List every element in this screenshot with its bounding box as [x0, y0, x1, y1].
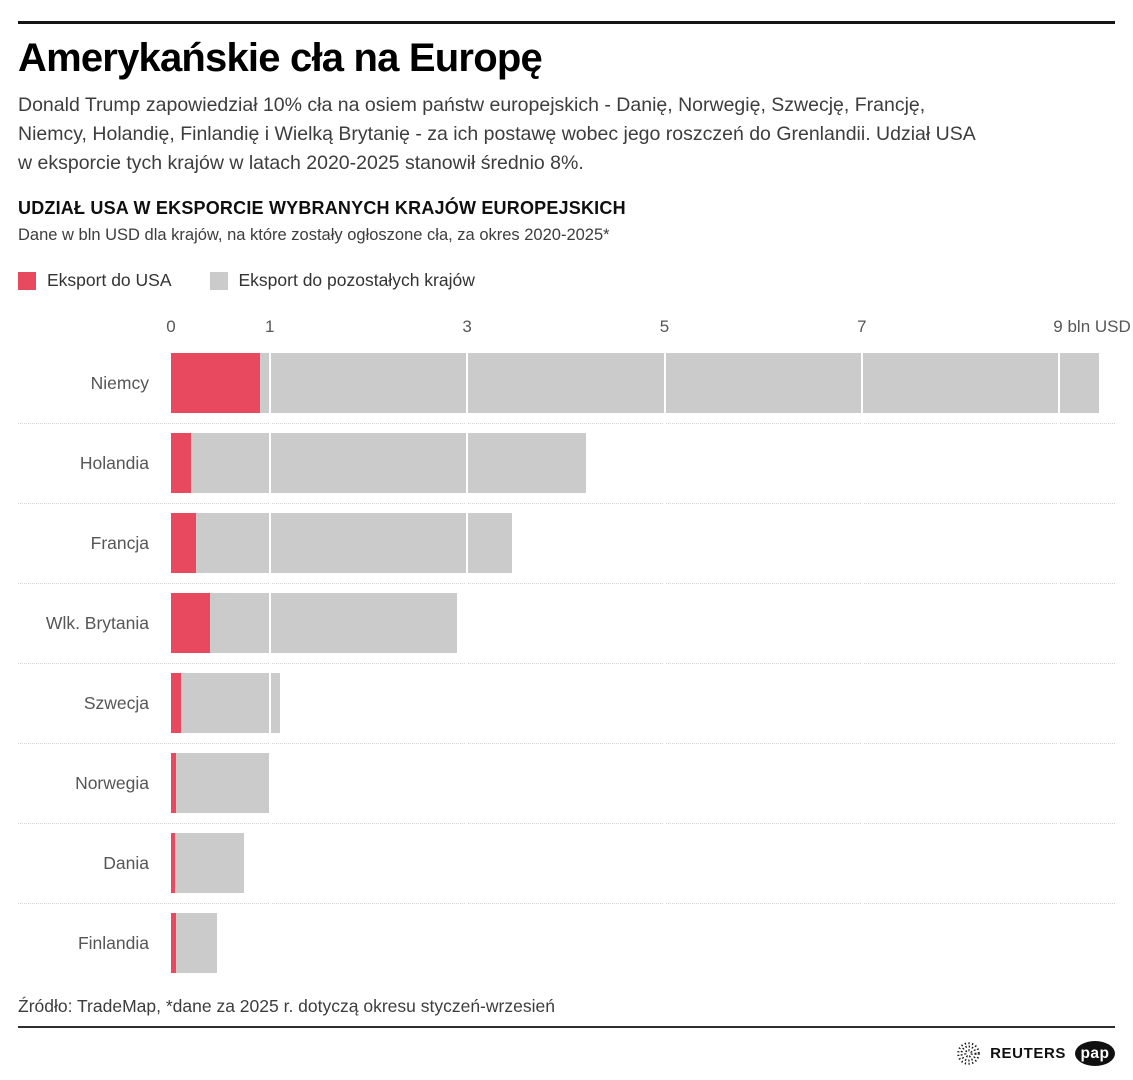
- chart-row: Dania: [18, 833, 1115, 904]
- country-label: Szwecja: [83, 692, 149, 713]
- country-label: Finlandia: [77, 932, 149, 953]
- country-label: Holandia: [79, 452, 149, 473]
- chart-subtitle: Dane w bln USD dla krajów, na które zost…: [18, 226, 610, 244]
- intro-line: Niemcy, Holandię, Finlandię i Wielką Bry…: [18, 123, 976, 145]
- chart-row: Finlandia: [18, 913, 1115, 973]
- gridline: [466, 353, 469, 973]
- country-label: Francja: [90, 532, 149, 553]
- bar-segment-usa: [171, 593, 211, 653]
- bar-segment-usa: [171, 833, 175, 893]
- pap-logo: pap: [1075, 1041, 1115, 1066]
- reuters-orbit-icon: [956, 1041, 981, 1066]
- x-axis-tick-5: 5: [659, 317, 670, 336]
- chart-row: Szwecja: [18, 673, 1115, 744]
- chart-legend: Eksport do USA Eksport do pozostałych kr…: [18, 270, 1115, 291]
- x-axis-tick-9: 9 bln USD: [1053, 317, 1131, 336]
- intro-line: Donald Trump zapowiedział 10% cła na osi…: [18, 94, 926, 116]
- gridline: [860, 353, 863, 973]
- bar-segment-rest: [174, 833, 245, 893]
- country-label: Wlk. Brytania: [45, 612, 149, 633]
- bar-segment-usa: [171, 353, 260, 413]
- bar-segment-rest: [180, 673, 280, 733]
- bar-segment-rest: [175, 753, 270, 813]
- legend-item-rest: Eksport do pozostałych krajów: [209, 270, 475, 291]
- legend-swatch-rest: [209, 271, 228, 290]
- x-axis-tick-7: 7: [857, 317, 867, 336]
- legend-item-usa: Eksport do USA: [18, 270, 172, 291]
- footer-divider: [18, 1026, 1115, 1028]
- bar-segment-usa: [171, 433, 191, 493]
- bar-segment-rest: [210, 593, 458, 653]
- legend-label-usa: Eksport do USA: [47, 270, 172, 290]
- bar-segment-rest: [259, 353, 1099, 413]
- stacked-bar: [171, 593, 458, 653]
- stacked-bar: [171, 673, 280, 733]
- bar-segment-rest: [175, 913, 218, 973]
- stacked-bar: [171, 753, 270, 813]
- x-axis-tick-1: 1: [264, 317, 275, 336]
- top-divider: [18, 21, 1115, 24]
- stacked-bar: [171, 833, 245, 893]
- gridline: [663, 353, 666, 973]
- legend-swatch-usa: [18, 271, 36, 290]
- bar-segment-usa: [171, 513, 196, 573]
- bar-segment-rest: [195, 513, 512, 573]
- stacked-bar: [171, 353, 1099, 413]
- gridline: [1058, 353, 1061, 973]
- stacked-bar-chart: Niemcy Holandia Francja Wlk. Brytania Szwecj…: [18, 353, 1115, 973]
- chart-row: Norwegia: [18, 753, 1115, 824]
- stacked-bar: [171, 513, 512, 573]
- chart-row: Francja: [18, 513, 1115, 584]
- intro-paragraph: Donald Trump zapowiedział 10% cła na osi…: [18, 91, 1115, 178]
- gridline: [268, 353, 271, 973]
- bar-segment-usa: [171, 753, 176, 813]
- intro-line: w eksporcie tych krajów w latach 2020-20…: [18, 152, 584, 174]
- chart-row: Niemcy: [18, 353, 1115, 424]
- bar-segment-usa: [171, 913, 176, 973]
- page-title: Amerykańskie cła na Europę: [18, 36, 543, 80]
- chart-row: Wlk. Brytania: [18, 593, 1115, 664]
- x-axis: 0 1 3 5 7 9 bln USD: [18, 317, 1131, 340]
- stacked-bar: [171, 433, 586, 493]
- bar-segment-rest: [190, 433, 586, 493]
- stacked-bar: [171, 913, 218, 973]
- country-label: Niemcy: [90, 372, 149, 393]
- country-label: Dania: [103, 852, 149, 873]
- source-note: Źródło: TradeMap, *dane za 2025 r. dotyc…: [18, 996, 555, 1016]
- reuters-wordmark: REUTERS: [990, 1045, 1066, 1062]
- legend-label-rest: Eksport do pozostałych krajów: [238, 270, 475, 290]
- x-axis-tick-3: 3: [462, 317, 472, 336]
- x-axis-tick-0: 0: [166, 317, 176, 336]
- agency-logos: REUTERS pap: [18, 1041, 1115, 1066]
- chart-title: UDZIAŁ USA W EKSPORCIE WYBRANYCH KRAJÓW …: [18, 198, 626, 218]
- country-label: Norwegia: [75, 772, 149, 793]
- bar-segment-usa: [171, 673, 181, 733]
- chart-row: Holandia: [18, 433, 1115, 504]
